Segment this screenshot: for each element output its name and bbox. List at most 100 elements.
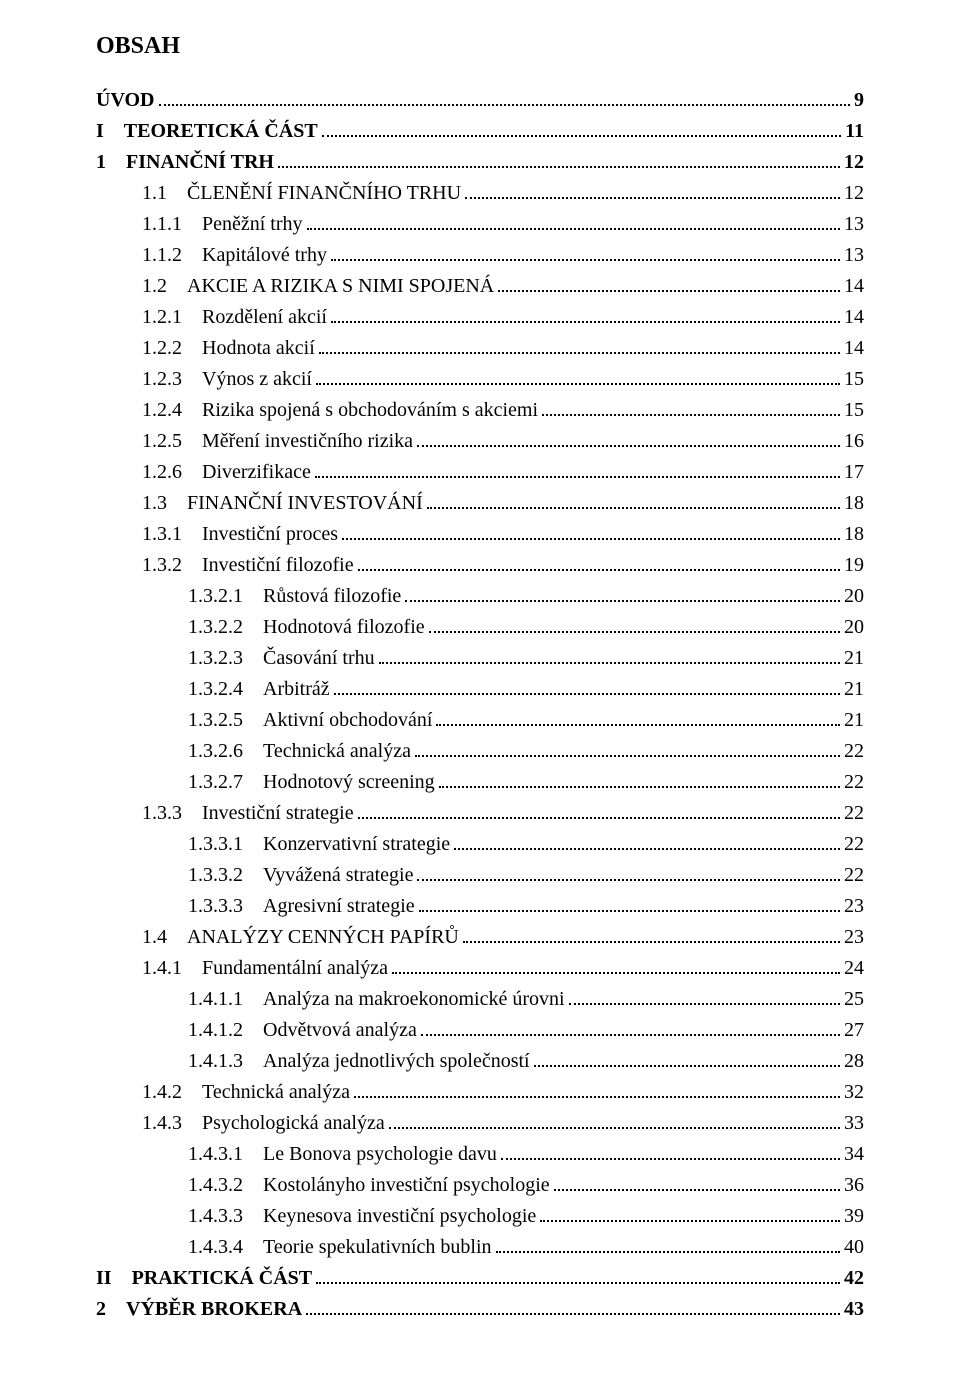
toc-row: 1.2.6 Diverzifikace17	[96, 457, 864, 488]
toc-entry-page: 42	[844, 1263, 864, 1294]
toc-row: 1.3.1 Investiční proces 18	[96, 519, 864, 550]
toc-leader-dots	[278, 148, 840, 168]
toc-leader-dots	[315, 458, 840, 478]
toc-entry-page: 13	[844, 209, 864, 240]
toc-entry-label: II PRAKTICKÁ ČÁST	[96, 1263, 312, 1294]
toc-leader-dots	[436, 706, 840, 726]
toc-entry-page: 23	[844, 922, 864, 953]
toc-entry-label: 1.4.1 Fundamentální analýza	[142, 953, 388, 984]
toc-leader-dots	[307, 210, 840, 230]
toc-leader-dots	[306, 1295, 840, 1315]
toc-row: 1 FINANČNÍ TRH12	[96, 147, 864, 178]
toc-row: 1.3 FINANČNÍ INVESTOVÁNÍ 18	[96, 488, 864, 519]
toc-entry-label: 1.1.2 Kapitálové trhy	[142, 240, 327, 271]
toc-leader-dots	[316, 1264, 840, 1284]
toc-entry-label: 1.3.2.1 Růstová filozofie	[188, 581, 401, 612]
toc-entry-label: 1.3.2.5 Aktivní obchodování	[188, 705, 432, 736]
toc-entry-page: 13	[844, 240, 864, 271]
toc-entry-page: 11	[845, 116, 864, 147]
toc-entry-page: 20	[844, 581, 864, 612]
toc-entry-page: 14	[844, 333, 864, 364]
toc-entry-page: 21	[844, 674, 864, 705]
toc-leader-dots	[501, 1140, 840, 1160]
toc-entry-page: 18	[844, 519, 864, 550]
toc-entry-label: 1 FINANČNÍ TRH	[96, 147, 274, 178]
toc-entry-page: 9	[854, 85, 864, 116]
toc-entry-page: 22	[844, 829, 864, 860]
toc-row: 1.4.1.1 Analýza na makroekonomické úrovn…	[96, 984, 864, 1015]
toc-leader-dots	[322, 117, 841, 137]
toc-leader-dots	[421, 1016, 840, 1036]
toc-row: 1.3.3.2 Vyvážená strategie 22	[96, 860, 864, 891]
toc-entry-page: 22	[844, 798, 864, 829]
toc-entry-page: 15	[844, 364, 864, 395]
toc-entry-page: 15	[844, 395, 864, 426]
toc-row: 1.3.3 Investiční strategie 22	[96, 798, 864, 829]
toc-row: 1.2.5 Měření investičního rizika16	[96, 426, 864, 457]
toc-entry-label: 1.4.1.3 Analýza jednotlivých společností	[188, 1046, 530, 1077]
toc-leader-dots	[427, 489, 840, 509]
toc-row: 1.3.2.7 Hodnotový screening22	[96, 767, 864, 798]
toc-entry-page: 17	[844, 457, 864, 488]
toc-entry-label: 1.3.3.2 Vyvážená strategie	[188, 860, 413, 891]
toc-entry-page: 28	[844, 1046, 864, 1077]
toc-entry-label: 1.3.2 Investiční filozofie	[142, 550, 354, 581]
toc-entry-page: 27	[844, 1015, 864, 1046]
toc-row: 1.3.2.4 Arbitráž21	[96, 674, 864, 705]
toc-row: 1.3.2 Investiční filozofie 19	[96, 550, 864, 581]
toc-entry-page: 22	[844, 860, 864, 891]
toc-row: 1.1.1 Peněžní trhy 13	[96, 209, 864, 240]
toc-entry-label: 1.4.3 Psychologická analýza	[142, 1108, 385, 1139]
toc-entry-page: 22	[844, 767, 864, 798]
toc-leader-dots	[419, 892, 840, 912]
toc-row: 1.3.2.2 Hodnotová filozofie 20	[96, 612, 864, 643]
toc-entry-label: 1.4.3.4 Teorie spekulativních bublin	[188, 1232, 492, 1263]
toc-row: ÚVOD9	[96, 85, 864, 116]
toc-leader-dots	[542, 396, 840, 416]
toc-entry-label: 1.1 ČLENĚNÍ FINANČNÍHO TRHU	[142, 178, 461, 209]
toc-entry-page: 23	[844, 891, 864, 922]
toc-leader-dots	[534, 1047, 840, 1067]
toc-entry-page: 34	[844, 1139, 864, 1170]
toc-entry-label: 1.4.3.1 Le Bonova psychologie davu	[188, 1139, 497, 1170]
toc-entry-label: 1.2.4 Rizika spojená s obchodováním s ak…	[142, 395, 538, 426]
toc-entry-page: 19	[844, 550, 864, 581]
toc-entry-label: 1.3.3 Investiční strategie	[142, 798, 354, 829]
toc-row: 1.3.2.5 Aktivní obchodování 21	[96, 705, 864, 736]
toc-entry-label: 1.3.1 Investiční proces	[142, 519, 338, 550]
toc-entry-label: 1.3.3.1 Konzervativní strategie	[188, 829, 450, 860]
toc-entry-label: 1.4 ANALÝZY CENNÝCH PAPÍRŮ	[142, 922, 459, 953]
toc-leader-dots	[405, 582, 840, 602]
toc-entry-page: 21	[844, 705, 864, 736]
toc-entry-label: 1.1.1 Peněžní trhy	[142, 209, 303, 240]
toc-list: ÚVOD9I TEORETICKÁ ČÁST111 FINANČNÍ TRH12…	[96, 85, 864, 1325]
toc-row: 1.2.1 Rozdělení akcií14	[96, 302, 864, 333]
toc-entry-label: 1.4.3.2 Kostolányho investiční psycholog…	[188, 1170, 550, 1201]
toc-row: 1.4.1 Fundamentální analýza 24	[96, 953, 864, 984]
toc-row: 1.3.3.1 Konzervativní strategie 22	[96, 829, 864, 860]
toc-leader-dots	[465, 179, 840, 199]
toc-leader-dots	[415, 737, 840, 757]
toc-row: 1.4.3.3 Keynesova investiční psychologie…	[96, 1201, 864, 1232]
toc-entry-page: 24	[844, 953, 864, 984]
toc-leader-dots	[569, 985, 840, 1005]
toc-leader-dots	[496, 1233, 840, 1253]
toc-row: II PRAKTICKÁ ČÁST 42	[96, 1263, 864, 1294]
toc-entry-label: I TEORETICKÁ ČÁST	[96, 116, 318, 147]
toc-leader-dots	[334, 675, 840, 695]
toc-entry-label: 1.3 FINANČNÍ INVESTOVÁNÍ	[142, 488, 423, 519]
toc-leader-dots	[417, 861, 840, 881]
toc-entry-page: 12	[844, 178, 864, 209]
toc-entry-page: 20	[844, 612, 864, 643]
toc-row: 2 VÝBĚR BROKERA43	[96, 1294, 864, 1325]
toc-row: 1.4.3 Psychologická analýza33	[96, 1108, 864, 1139]
toc-entry-page: 43	[844, 1294, 864, 1325]
toc-entry-label: 1.2.3 Výnos z akcií	[142, 364, 312, 395]
toc-row: 1.1.2 Kapitálové trhy 13	[96, 240, 864, 271]
toc-row: 1.3.2.3 Časování trhu21	[96, 643, 864, 674]
toc-entry-page: 16	[844, 426, 864, 457]
toc-entry-page: 21	[844, 643, 864, 674]
toc-entry-page: 18	[844, 488, 864, 519]
toc-entry-label: 1.3.2.2 Hodnotová filozofie	[188, 612, 425, 643]
toc-entry-label: 1.2.1 Rozdělení akcií	[142, 302, 327, 333]
